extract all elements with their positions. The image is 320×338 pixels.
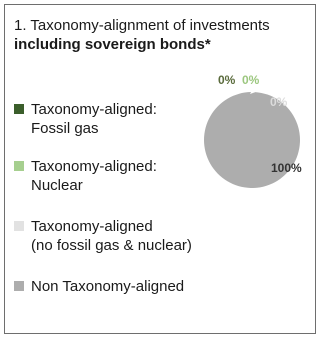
pie-label-nuclear: 0%	[242, 73, 260, 87]
legend-swatch-nuclear	[14, 161, 24, 171]
legend-swatch-no-fossil-nuclear	[14, 221, 24, 231]
pie-chart-svg: 0% 0% 0% 100%	[204, 73, 302, 188]
legend-item-fossil-gas: Taxonomy-aligned: Fossil gas	[14, 100, 214, 138]
legend-label-no-fossil-nuclear: Taxonomy-aligned (no fossil gas & nuclea…	[31, 218, 192, 254]
legend-label-fossil-gas: Taxonomy-aligned: Fossil gas	[31, 101, 157, 137]
legend-item-nuclear: Taxonomy-aligned: Nuclear	[14, 157, 214, 195]
legend-item-no-fossil-nuclear: Taxonomy-aligned (no fossil gas & nuclea…	[14, 217, 214, 255]
legend-swatch-fossil-gas	[14, 104, 24, 114]
chart-title: 1. Taxonomy-alignment of investments inc…	[14, 16, 310, 54]
chart-title-part1: 1. Taxonomy-alignment of investments	[14, 17, 270, 34]
legend-label-nuclear: Taxonomy-aligned: Nuclear	[31, 158, 157, 194]
legend-item-non-aligned: Non Taxonomy-aligned	[14, 277, 214, 296]
chart-panel: 1. Taxonomy-alignment of investments inc…	[4, 4, 316, 334]
legend-label-non-aligned: Non Taxonomy-aligned	[31, 278, 185, 295]
pie-chart: 0% 0% 0% 100%	[180, 65, 315, 188]
pie-label-no-fossil-nuclear: 0%	[270, 95, 288, 109]
legend-swatch-non-aligned	[14, 281, 24, 291]
chart-title-bold: including sovereign bonds*	[14, 36, 211, 53]
pie-slice-non-aligned	[204, 92, 300, 188]
pie-label-fossil-gas: 0%	[218, 73, 236, 87]
pie-label-non-aligned: 100%	[271, 161, 302, 175]
